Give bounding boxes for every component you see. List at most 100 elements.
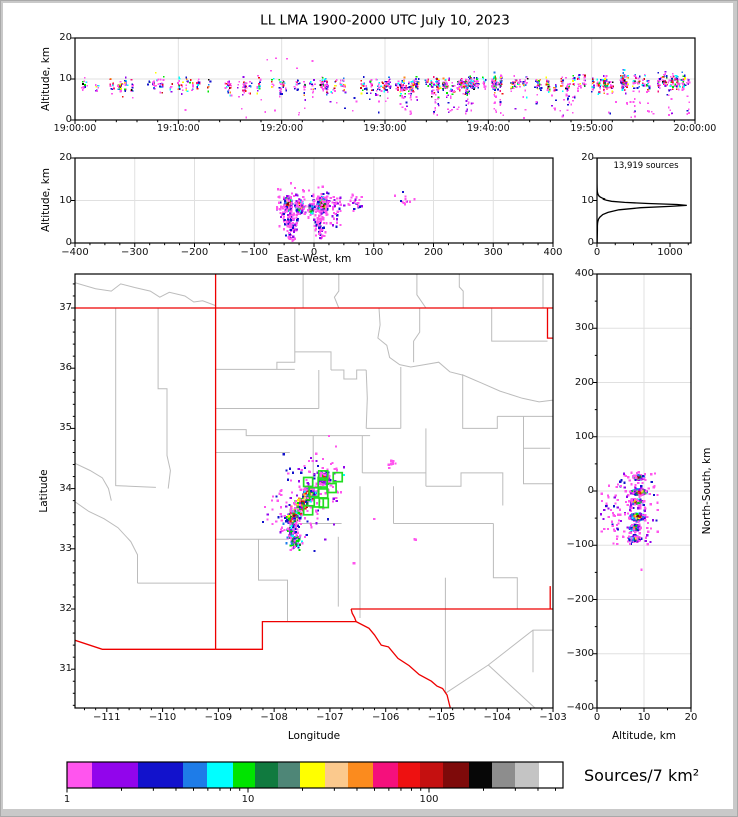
colorbar-segment — [348, 762, 373, 788]
tick-label: −100 — [240, 247, 268, 258]
tick-label: 100 — [419, 794, 439, 805]
tick-label: 10 — [637, 712, 651, 723]
time-height-panel — [75, 38, 695, 120]
flash-marker — [332, 471, 344, 483]
tick-label: 400 — [543, 247, 563, 258]
tick-label: 0 — [587, 485, 594, 496]
colorbar-segment — [492, 762, 515, 788]
tick-label: 10 — [59, 194, 72, 206]
tick-label: 19:40:00 — [466, 123, 510, 134]
flash-marker — [326, 482, 337, 494]
tick-label: −100 — [566, 539, 594, 551]
tick-label: 32 — [59, 603, 72, 614]
tick-label: 20 — [581, 152, 594, 163]
tick-label: −104 — [483, 712, 511, 723]
tick-label: −109 — [204, 712, 233, 723]
tick-label: −105 — [427, 712, 456, 723]
colorbar-segment — [67, 762, 92, 788]
colorbar-segment — [255, 762, 278, 788]
tick-label: 36 — [59, 362, 72, 374]
map-xlabel: Longitude — [287, 729, 341, 742]
tick-label: 10 — [59, 73, 72, 84]
tick-label: 0 — [593, 247, 601, 258]
tick-label: 20 — [59, 152, 72, 163]
tick-label: −400 — [566, 702, 594, 713]
tick-label: 31 — [59, 663, 72, 675]
tick-label: 20 — [684, 712, 698, 723]
tick-label: 19:10:00 — [156, 123, 200, 134]
tick-label: −106 — [371, 712, 400, 723]
flash-marker — [317, 477, 329, 488]
tick-label: 0 — [310, 247, 318, 258]
tick-label: −200 — [180, 247, 209, 258]
flash-marker — [317, 470, 329, 481]
tick-label: 34 — [59, 482, 72, 494]
map-ylabel: Latitude — [37, 469, 50, 513]
time-panel-ylabel: Altitude, km — [39, 46, 52, 112]
tick-label: 100 — [364, 247, 384, 258]
tick-label: 20 — [59, 32, 72, 43]
tick-label: 35 — [59, 422, 72, 434]
colorbar-segment — [138, 762, 183, 788]
tick-label: 0 — [65, 237, 72, 248]
colorbar-segment — [278, 762, 300, 788]
colorbar-label: Sources/7 km² — [584, 766, 700, 785]
tick-label: 19:50:00 — [570, 123, 613, 134]
tick-label: 0 — [587, 237, 594, 248]
ew-panel-xlabel: East-West, km — [276, 252, 352, 265]
tick-label: −110 — [148, 712, 177, 723]
tick-label: 10 — [581, 194, 594, 206]
tick-label: −108 — [260, 712, 288, 723]
colorbar-segment — [373, 762, 398, 788]
colorbar-segment — [443, 762, 469, 788]
tick-label: 1000 — [657, 247, 683, 258]
tick-label: 33 — [59, 542, 72, 554]
ns-panel-ylabel: North-South, km — [700, 447, 713, 535]
tick-label: −300 — [121, 247, 149, 258]
ns-height-panel — [597, 274, 691, 708]
tick-label: −400 — [61, 247, 89, 258]
tick-label: −107 — [316, 712, 344, 723]
tick-label: −103 — [539, 712, 567, 723]
tick-label: 20:00:00 — [673, 123, 717, 134]
histogram-annotation: 13,919 sources — [613, 160, 679, 171]
colorbar-segment — [233, 762, 255, 788]
colorbar-segment — [207, 762, 233, 788]
tick-label: 200 — [574, 376, 594, 388]
tick-label: 200 — [423, 247, 444, 258]
flash-marker — [302, 504, 314, 516]
tick-label: 400 — [574, 268, 594, 279]
flash-marker — [302, 476, 314, 488]
tick-label: 100 — [574, 430, 594, 442]
tick-label: 19:00:00 — [53, 123, 97, 134]
flash-marker — [318, 497, 330, 509]
tick-label: 19:20:00 — [260, 123, 303, 134]
tick-label: 0 — [65, 114, 72, 125]
ns-panel-xlabel: Altitude, km — [611, 729, 677, 742]
tick-label: 300 — [574, 322, 594, 334]
plan-view-map — [75, 274, 553, 708]
colorbar-segment — [539, 762, 563, 788]
tick-label: −200 — [566, 593, 594, 605]
plot-title: LL LMA 1900-2000 UTC July 10, 2023 — [260, 12, 510, 29]
colorbar-segment — [183, 762, 207, 788]
tick-label: 0 — [593, 712, 601, 723]
colorbar-segment — [325, 762, 348, 788]
tick-label: 1 — [63, 794, 71, 805]
tick-label: 37 — [59, 302, 72, 313]
colorbar-segment — [300, 762, 325, 788]
ew-panel-ylabel: Altitude, km — [39, 167, 52, 233]
colorbar-segment — [420, 762, 443, 788]
tick-label: −300 — [566, 647, 594, 659]
colorbar-segment — [469, 762, 492, 788]
tick-label: 19:30:00 — [363, 123, 407, 134]
colorbar-segment — [398, 762, 420, 788]
colorbar-segment — [92, 762, 138, 788]
ew-height-panel — [75, 158, 553, 243]
tick-label: −111 — [93, 712, 121, 723]
colorbar-segment — [515, 762, 539, 788]
tick-label: 300 — [483, 247, 503, 258]
tick-label: 10 — [241, 794, 255, 805]
